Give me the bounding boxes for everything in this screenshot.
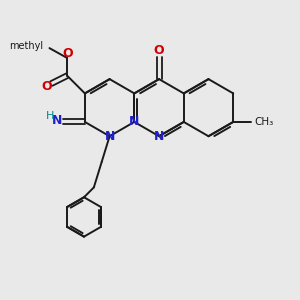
Text: N: N <box>104 130 115 143</box>
Text: O: O <box>154 44 164 57</box>
Text: N: N <box>154 130 164 143</box>
Text: CH₃: CH₃ <box>254 117 273 127</box>
Text: O: O <box>63 46 74 59</box>
Text: N: N <box>129 116 140 128</box>
Text: N: N <box>52 115 62 128</box>
Text: methyl: methyl <box>9 41 44 51</box>
Text: O: O <box>41 80 52 93</box>
Text: H: H <box>46 111 55 121</box>
